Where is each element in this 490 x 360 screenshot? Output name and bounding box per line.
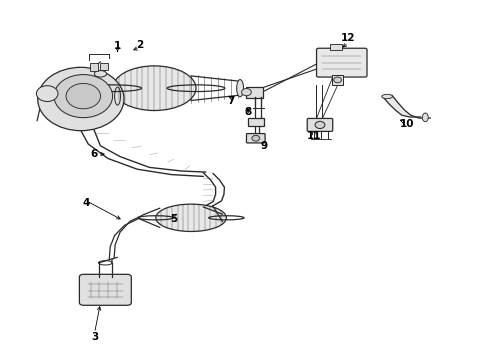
Circle shape (36, 86, 58, 102)
Text: 2: 2 (136, 40, 143, 50)
Ellipse shape (156, 204, 226, 231)
FancyBboxPatch shape (90, 63, 98, 71)
Text: 4: 4 (82, 198, 90, 208)
Circle shape (66, 84, 100, 109)
Ellipse shape (237, 80, 244, 97)
Text: 12: 12 (341, 33, 355, 43)
FancyBboxPatch shape (246, 134, 265, 143)
Text: 8: 8 (245, 107, 251, 117)
Text: 3: 3 (91, 332, 98, 342)
FancyBboxPatch shape (332, 75, 343, 85)
Text: 10: 10 (399, 119, 414, 129)
Ellipse shape (422, 113, 428, 122)
Ellipse shape (382, 94, 392, 99)
Circle shape (334, 77, 342, 83)
FancyBboxPatch shape (100, 63, 108, 70)
Text: 9: 9 (260, 141, 267, 151)
Text: 11: 11 (306, 131, 321, 141)
Circle shape (38, 67, 124, 131)
Circle shape (242, 89, 251, 96)
Polygon shape (383, 95, 430, 118)
FancyBboxPatch shape (248, 118, 264, 126)
Circle shape (252, 135, 260, 141)
FancyBboxPatch shape (317, 48, 367, 77)
Text: 5: 5 (171, 214, 177, 224)
FancyBboxPatch shape (246, 87, 263, 98)
FancyBboxPatch shape (330, 44, 342, 50)
Ellipse shape (94, 71, 107, 77)
Text: 7: 7 (227, 96, 235, 106)
FancyBboxPatch shape (79, 274, 131, 305)
Ellipse shape (113, 66, 196, 111)
FancyBboxPatch shape (307, 118, 333, 131)
Text: 6: 6 (91, 149, 98, 159)
Circle shape (315, 121, 325, 129)
Text: 1: 1 (114, 41, 121, 51)
Circle shape (54, 75, 113, 118)
